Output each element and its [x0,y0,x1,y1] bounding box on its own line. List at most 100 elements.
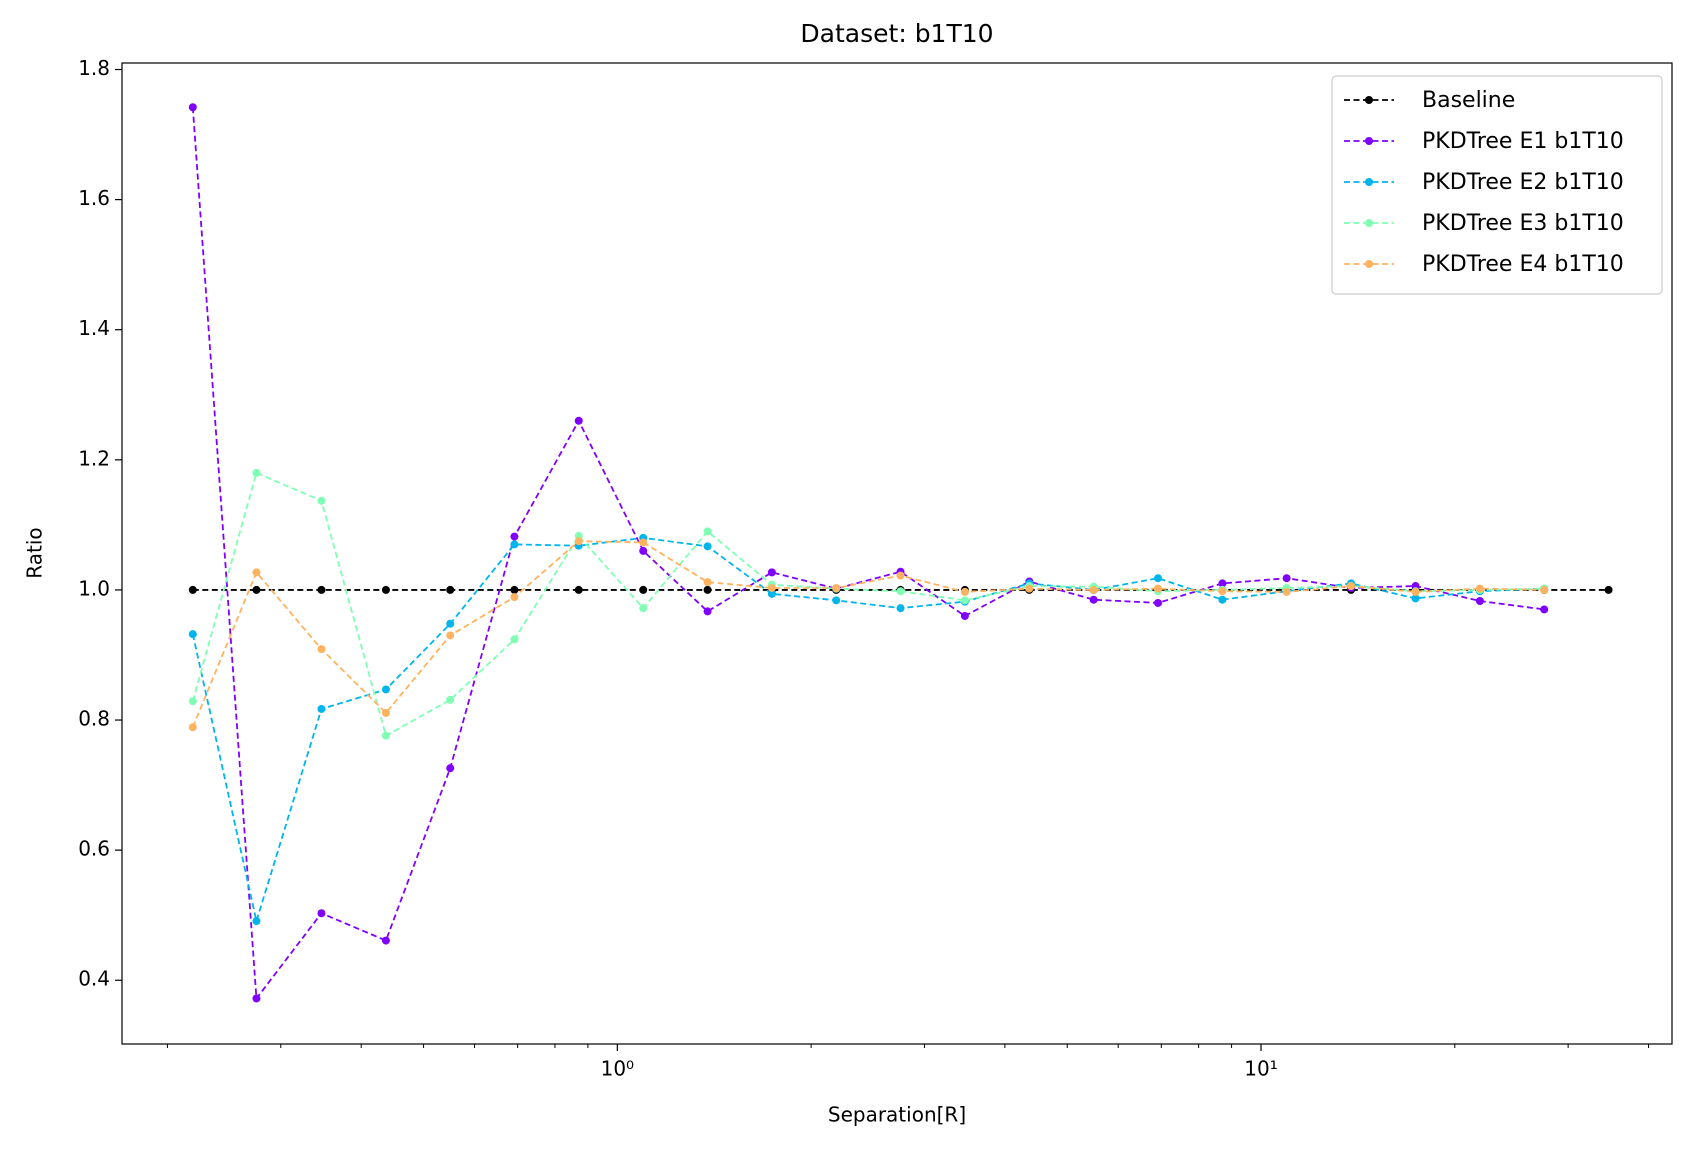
y-tick-label: 1.0 [78,576,110,600]
y-tick-label: 1.6 [78,186,110,210]
data-point [1218,595,1227,604]
data-point [381,708,390,717]
series-line [191,540,1545,728]
data-point [1089,585,1098,594]
data-point [510,585,519,594]
data-point [1540,585,1549,594]
data-point [703,607,712,616]
data-point [960,596,969,605]
legend-label: PKDTree E1 b1T10 [1422,129,1624,154]
data-point [317,909,326,918]
data-point [317,704,326,713]
data-point [574,537,583,546]
data-point [317,645,326,654]
legend-marker [1365,178,1373,186]
data-point [639,546,648,555]
data-point [639,538,648,547]
data-point [1154,574,1163,583]
x-tick-label: 10¹ [1244,1057,1277,1081]
data-point [252,917,261,926]
data-point [446,619,455,628]
y-tick-label: 1.8 [78,56,110,80]
data-point [703,578,712,587]
data-point [1154,598,1163,607]
plot-frame [121,62,1673,1045]
y-tick-label: 1.2 [78,446,110,470]
data-point [574,585,583,594]
data-point [1604,585,1613,594]
data-point [188,103,197,112]
data-point [381,685,390,694]
data-point [832,583,841,592]
data-point [381,731,390,740]
data-point [896,571,905,580]
data-point [510,532,519,541]
data-point [317,496,326,505]
data-point [1411,587,1420,596]
y-tick-label: 1.4 [78,316,110,340]
data-point [446,631,455,640]
data-point [317,585,326,594]
data-point [1282,587,1291,596]
data-point [960,587,969,596]
data-point [703,585,712,594]
legend-marker [1365,96,1373,104]
data-point [188,585,197,594]
data-point [188,630,197,639]
data-point [188,697,197,706]
y-tick-label: 0.6 [78,837,110,861]
data-point [252,585,261,594]
y-axis-label: Ratio [23,527,47,578]
chart-title: Dataset: b1T10 [800,19,993,48]
data-point [703,527,712,536]
x-tick-label: 10⁰ [601,1057,634,1081]
data-point [1025,584,1034,593]
y-tick-label: 0.4 [78,967,110,991]
data-point [1282,574,1291,583]
data-point [381,585,390,594]
data-point [896,604,905,613]
data-point [703,542,712,551]
data-point [1475,596,1484,605]
data-point [1347,582,1356,591]
data-point [767,568,776,577]
data-point [252,568,261,577]
data-point [1218,579,1227,588]
data-point [767,589,776,598]
legend-marker [1365,137,1373,145]
data-point [510,635,519,644]
data-point [574,416,583,425]
y-tick-label: 0.8 [78,707,110,731]
data-point [446,764,455,773]
data-point [1475,584,1484,593]
data-point [1218,587,1227,596]
data-point [1154,584,1163,593]
data-point [510,540,519,549]
data-point [252,468,261,477]
data-point [446,695,455,704]
legend-box [1331,75,1663,295]
data-point [1089,595,1098,604]
legend-marker [1365,219,1373,227]
data-point [1540,605,1549,614]
data-point [639,585,648,594]
data-point [1411,594,1420,603]
legend-label: PKDTree E4 b1T10 [1422,252,1624,277]
data-point [252,994,261,1003]
legend-marker [1365,260,1373,268]
data-point [381,936,390,945]
data-point [639,604,648,613]
data-point [960,611,969,620]
series-line [191,471,1545,737]
data-point [896,587,905,596]
data-point [832,596,841,605]
data-point [510,593,519,602]
legend-label: PKDTree E3 b1T10 [1422,211,1624,236]
data-point [767,583,776,592]
series-line [191,107,1545,1001]
legend-label: PKDTree E2 b1T10 [1422,170,1624,195]
legend-label: Baseline [1422,88,1515,113]
data-point [446,585,455,594]
x-axis-label: Separation[R] [828,1103,966,1127]
